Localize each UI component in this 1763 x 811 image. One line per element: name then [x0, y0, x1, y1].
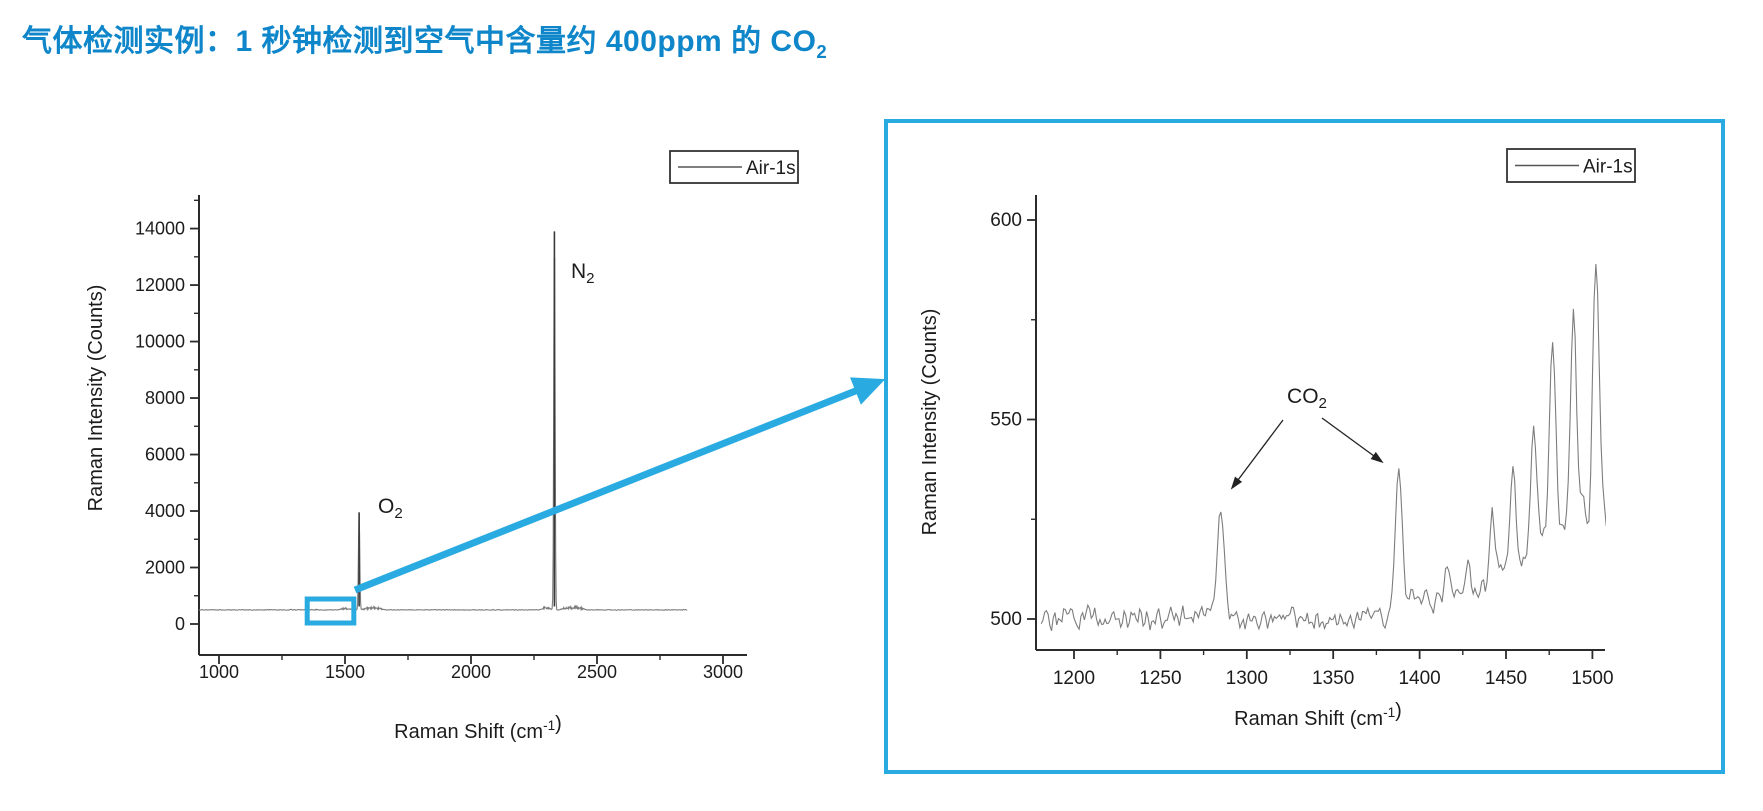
page-title-text: 气体检测实例：1 秒钟检测到空气中含量约 400ppm 的 CO: [22, 25, 817, 58]
zoom-link-arrow: [353, 377, 886, 594]
x-tick-label: 1450: [1485, 668, 1527, 689]
peak-label-o2: O2: [378, 495, 403, 522]
y-tick-label: 12000: [135, 275, 185, 295]
legend-label: Air-1s: [746, 158, 796, 179]
y-tick-label: 8000: [145, 388, 185, 408]
y-tick-label: 4000: [145, 501, 185, 521]
y-tick-label: 0: [175, 614, 185, 634]
zoom-region-box: [304, 596, 357, 626]
zoom-callout: [304, 377, 886, 626]
overview-chart: 1000 1500 2000 2500 3000 0 2000 4000 6000 8000 100…: [85, 150, 799, 743]
x-tick-label: 1200: [1053, 668, 1095, 689]
zoom-panel-frame: [884, 119, 1725, 774]
co2-arrow-left: [1230, 419, 1284, 490]
peak-label-n2: N2: [571, 260, 595, 287]
x-tick-label: 2000: [451, 662, 491, 682]
spectrum-trace: [199, 257, 688, 612]
x-tick-label: 3000: [703, 662, 743, 682]
y-tick-label: 600: [990, 210, 1022, 231]
co2-annotation-label: CO2: [1287, 385, 1327, 412]
zoomed-chart: 1200 1250 1300 1350 1400 1450 1500 500 550 600 Ram…: [919, 148, 1636, 730]
legend: Air-1s: [669, 150, 799, 184]
x-tick-label: 1500: [325, 662, 365, 682]
spectrum-trace: [1040, 264, 1606, 632]
x-axis-title: Raman Shift (cm-1): [1234, 700, 1402, 730]
x-tick-label: 1250: [1139, 668, 1181, 689]
legend-label: Air-1s: [1583, 157, 1633, 178]
x-tick-label: 1400: [1398, 668, 1440, 689]
page-title-subscript: 2: [816, 41, 828, 62]
x-tick-label: 1500: [1571, 668, 1613, 689]
y-tick-label: 6000: [145, 445, 185, 465]
y-axis-title: Raman Intensity (Counts): [85, 285, 107, 512]
x-axis-title: Raman Shift (cm-1): [394, 713, 562, 743]
y-tick-label: 500: [990, 609, 1022, 630]
x-tick-label: 2500: [577, 662, 617, 682]
co2-arrow-right: [1321, 417, 1384, 464]
x-tick-label: 1000: [199, 662, 239, 682]
x-tick-label: 1300: [1226, 668, 1268, 689]
y-tick-label: 2000: [145, 558, 185, 578]
page-title: 气体检测实例：1 秒钟检测到空气中含量约 400ppm 的 CO2: [22, 16, 827, 63]
x-tick-label: 1350: [1312, 668, 1354, 689]
y-axis-title: Raman Intensity (Counts): [919, 309, 941, 536]
y-tick-label: 10000: [135, 332, 185, 352]
y-tick-label: 14000: [135, 219, 185, 239]
legend: Air-1s: [1506, 148, 1636, 183]
zoom-panel-border: [884, 119, 1725, 774]
y-tick-label: 550: [990, 410, 1022, 431]
